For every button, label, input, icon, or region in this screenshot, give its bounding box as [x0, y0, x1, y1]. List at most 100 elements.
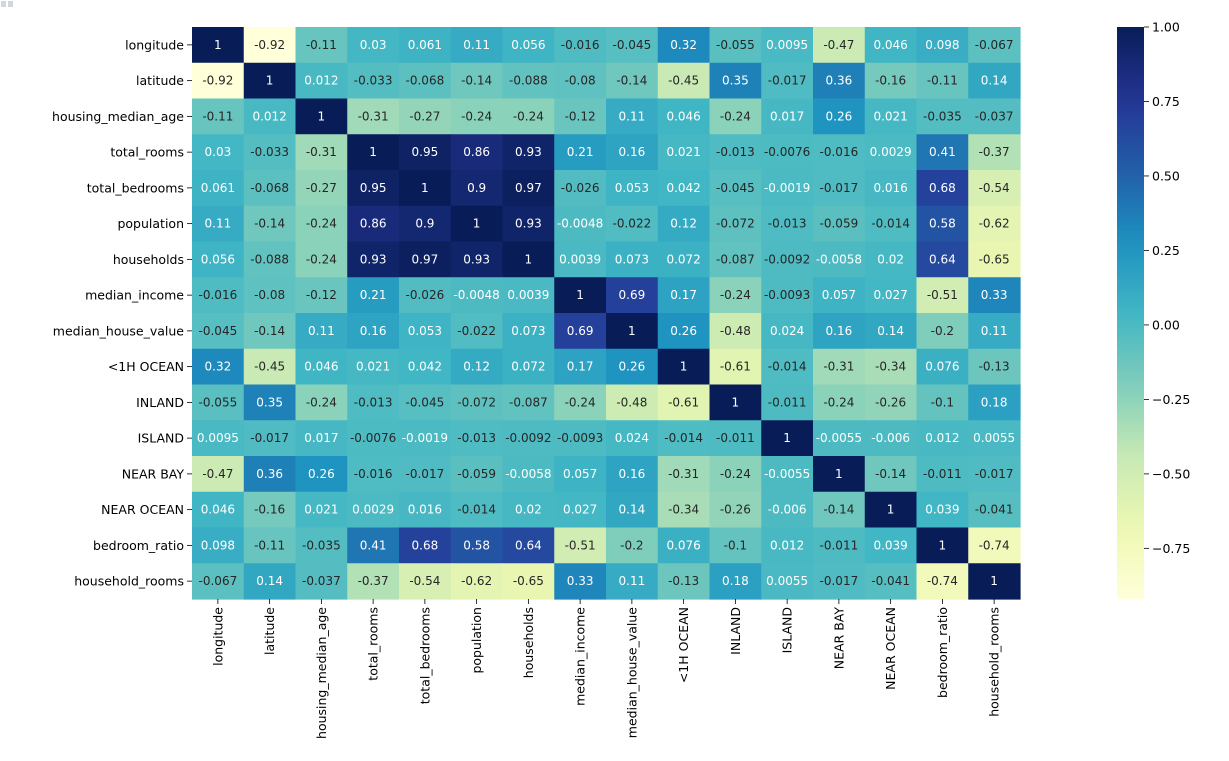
heatmap-cell — [968, 205, 1021, 243]
cell-value-label: 0.072 — [666, 252, 700, 266]
heatmap-cell — [243, 27, 297, 64]
cell-value-label: -0.16 — [875, 74, 906, 88]
cell-value-label: -0.14 — [616, 74, 647, 88]
cell-value-label: 0.9 — [467, 181, 486, 195]
heatmap-cell — [968, 27, 1021, 64]
cell-value-label: 0.16 — [619, 145, 646, 159]
heatmap-cell — [761, 27, 814, 64]
cell-value-label: -0.45 — [668, 74, 699, 88]
heatmap-cell — [606, 134, 659, 171]
y-tick-label: total_rooms — [110, 145, 184, 160]
cell-value-label: 1 — [628, 324, 636, 338]
heatmap-cell — [864, 62, 918, 100]
colorbar-tick-label: 0.75 — [1152, 94, 1180, 109]
heatmap-cell — [450, 527, 504, 564]
colorbar-gradient — [1117, 27, 1144, 599]
cell-value-label: 0.076 — [925, 360, 959, 374]
heatmap-cell — [813, 170, 866, 207]
cell-value-label: 0.0095 — [197, 431, 239, 445]
heatmap-cell — [916, 62, 969, 100]
cell-value-label: 0.012 — [304, 74, 338, 88]
cell-value-label: 0.017 — [770, 109, 804, 123]
cell-value-label: -0.087 — [509, 395, 548, 409]
cell-value-label: -0.62 — [461, 574, 492, 588]
heatmap-cell — [192, 27, 245, 64]
heatmap-cell — [916, 491, 969, 529]
heatmap-cell — [761, 205, 814, 243]
cell-value-label: -0.045 — [199, 324, 238, 338]
heatmap-cell — [450, 170, 504, 207]
cell-value-label: -0.088 — [250, 252, 289, 266]
cell-value-label: 0.03 — [360, 38, 387, 52]
heatmap-cell — [864, 241, 918, 278]
cell-value-label: -0.0076 — [350, 431, 396, 445]
colorbar: 1.00 0.75 0.50 0.25 0.00 −0.25 −0.50 −0.75 — [1117, 20, 1190, 599]
cell-value-label: -0.24 — [306, 395, 337, 409]
cell-value-label: 0.93 — [360, 252, 387, 266]
heatmap-cell — [864, 348, 918, 386]
heatmap-cell — [450, 98, 504, 135]
x-tick-label: latitude — [262, 607, 277, 655]
heatmap-cell — [968, 348, 1021, 386]
heatmap-cell — [347, 98, 400, 135]
cell-value-label: -0.24 — [823, 395, 854, 409]
heatmap-cell — [243, 241, 297, 278]
cell-value-label: -0.087 — [716, 252, 755, 266]
cell-value-label: 0.97 — [515, 181, 542, 195]
cell-value-label: -0.24 — [461, 109, 492, 123]
heatmap-cell — [243, 420, 297, 457]
heatmap-cell — [761, 384, 814, 421]
cell-value-label: -0.014 — [457, 503, 496, 517]
cell-value-label: 0.0095 — [766, 38, 808, 52]
cell-value-label: 1 — [266, 74, 274, 88]
cell-value-label: 0.061 — [408, 38, 442, 52]
cell-value-label: -0.54 — [409, 574, 440, 588]
cell-value-label: 0.11 — [619, 574, 646, 588]
heatmap-cell — [192, 313, 245, 350]
cell-value-label: 0.35 — [256, 395, 283, 409]
cell-value-label: -0.14 — [823, 503, 854, 517]
cell-value-label: 1 — [576, 288, 584, 302]
cell-value-label: -0.011 — [820, 538, 859, 552]
heatmap-cell — [554, 384, 607, 421]
cell-value-label: -0.041 — [871, 574, 910, 588]
cell-value-label: 0.056 — [511, 38, 545, 52]
heatmap-cell — [347, 491, 400, 529]
heatmap-cell — [450, 420, 504, 457]
heatmap-cell — [243, 170, 297, 207]
cell-value-label: 0.02 — [515, 503, 542, 517]
cell-value-label: 0.93 — [515, 217, 542, 231]
cell-value-label: 1 — [835, 467, 843, 481]
cell-value-label: -0.2 — [620, 538, 643, 552]
cell-value-label: -0.026 — [406, 288, 445, 302]
heatmap-cell — [761, 277, 814, 314]
cell-value-label: 0.11 — [463, 38, 490, 52]
heatmap-cell — [347, 456, 400, 493]
heatmap-cell — [192, 277, 245, 314]
heatmap-cell — [709, 563, 762, 600]
heatmap-cell — [864, 456, 918, 493]
cell-value-label: 0.32 — [670, 38, 697, 52]
cell-value-label: 0.057 — [563, 467, 597, 481]
heatmap-cell — [399, 420, 452, 457]
heatmap-cell — [916, 384, 969, 421]
cell-value-label: 0.098 — [925, 38, 959, 52]
heatmap-cell — [554, 205, 607, 243]
heatmap-cell — [916, 563, 969, 600]
cell-value-label: 0.93 — [463, 252, 490, 266]
heatmap-cell — [606, 62, 659, 100]
heatmap-cell — [243, 134, 297, 171]
heatmap-cell — [864, 384, 918, 421]
cell-value-label: 0.18 — [981, 395, 1008, 409]
heatmap-cell — [502, 563, 555, 600]
cell-value-label: -0.54 — [979, 181, 1010, 195]
cell-value-label: 0.12 — [463, 360, 490, 374]
cell-value-label: -0.13 — [979, 360, 1010, 374]
heatmap-cell — [243, 527, 297, 564]
cell-value-label: -0.011 — [923, 467, 962, 481]
cell-value-label: -0.2 — [931, 324, 954, 338]
heatmap-cell — [864, 27, 918, 64]
heatmap-cell — [243, 98, 297, 135]
cell-value-label: 0.073 — [615, 252, 649, 266]
heatmap-cell — [657, 134, 711, 171]
